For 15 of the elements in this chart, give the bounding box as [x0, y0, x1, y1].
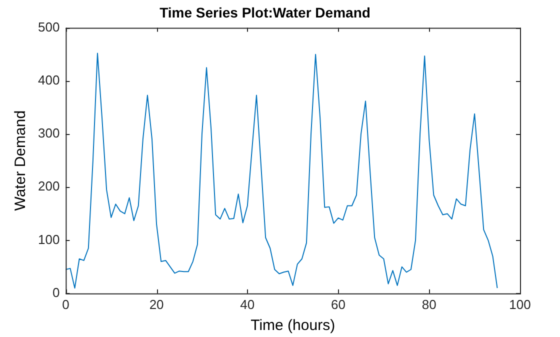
y-tick-label: 100 [38, 232, 60, 247]
x-tick-label: 60 [331, 296, 346, 312]
x-tick-label: 20 [149, 296, 164, 312]
x-tick-label: 80 [422, 296, 436, 312]
x-axis-title: Time (hours) [250, 317, 336, 334]
y-tick-label: 300 [38, 126, 60, 141]
x-tick-label: 0 [62, 296, 70, 312]
x-tick-label: 100 [509, 296, 531, 312]
y-tick-label: 0 [52, 284, 60, 300]
y-tick-label: 500 [38, 19, 60, 34]
x-tick-label: 40 [240, 296, 255, 312]
chart-title: Time Series Plot:Water Demand [160, 4, 370, 20]
y-tick-label: 200 [38, 178, 60, 194]
y-axis-title: Water Demand [12, 110, 30, 211]
y-tick-label: 400 [38, 72, 60, 88]
